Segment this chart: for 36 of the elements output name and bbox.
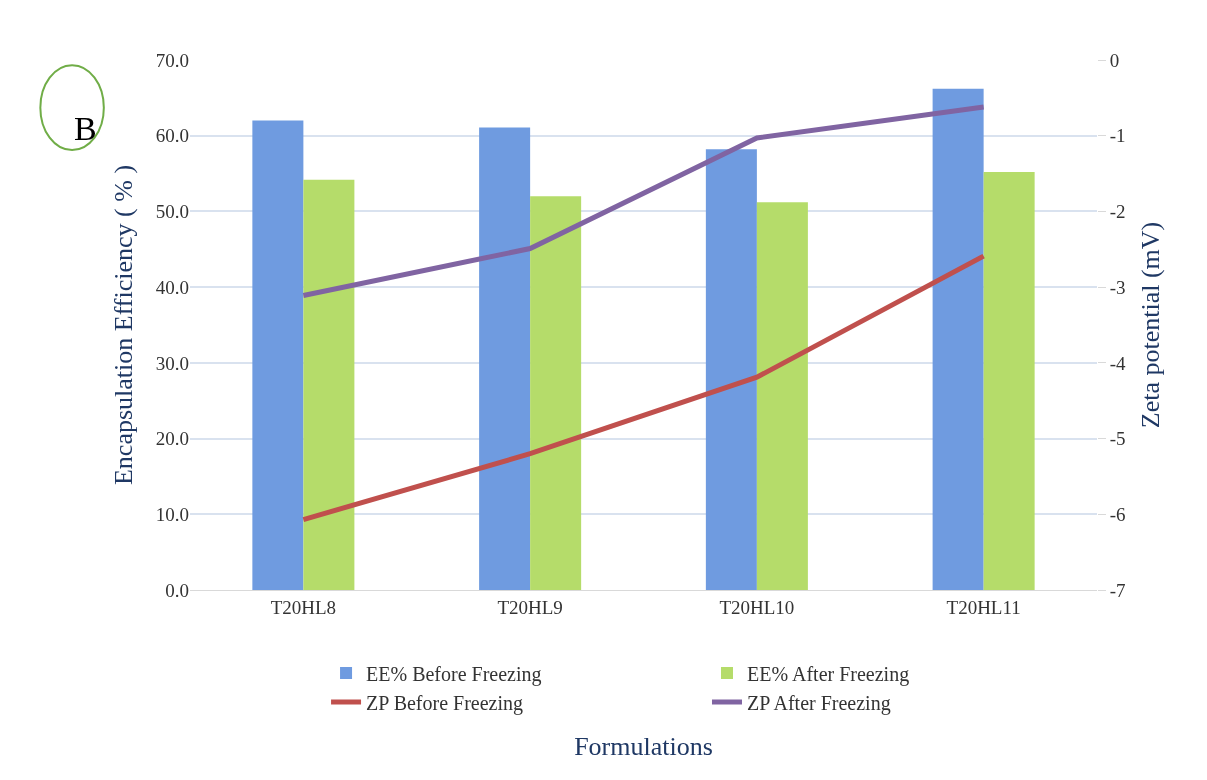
bar <box>932 88 984 590</box>
y2-tick-label: -6 <box>1109 503 1126 525</box>
bar <box>252 120 304 590</box>
y-axis-title: Encapsulation Efficiency ( % ) <box>109 164 139 486</box>
x-tick-label: T20HL8 <box>270 596 337 618</box>
legend-label: EE% Before Freezing <box>366 662 542 686</box>
y-tick-label: 30.0 <box>155 352 189 374</box>
bar <box>479 127 531 590</box>
y2-axis-title: Zeta potential (mV) <box>1135 221 1165 429</box>
y-tick-label: 60.0 <box>155 125 189 147</box>
bar <box>303 179 355 590</box>
y-tick-label: 40.0 <box>155 276 189 298</box>
y2-tick-label: -7 <box>1109 579 1126 601</box>
bar <box>705 149 757 590</box>
legend-label: ZP Before Freezing <box>366 691 524 715</box>
y2-tick-label: -3 <box>1109 276 1126 298</box>
legend-label: ZP After Freezing <box>746 691 891 715</box>
x-tick-label: T20HL10 <box>719 596 795 618</box>
y-tick-label: 0.0 <box>165 579 189 601</box>
x-tick-label: T20HL11 <box>946 596 1021 618</box>
bar <box>756 202 808 590</box>
y2-tick-label: -1 <box>1109 125 1126 147</box>
y2-tick-label: 0 <box>1109 49 1120 71</box>
legend-label: EE% After Freezing <box>746 662 910 686</box>
y-tick-label: 70.0 <box>155 49 189 71</box>
y2-tick-label: -2 <box>1109 201 1126 223</box>
y-tick-label: 20.0 <box>155 428 189 450</box>
y-tick-label: 10.0 <box>155 503 189 525</box>
y2-tick-label: -5 <box>1109 428 1126 450</box>
bar <box>983 172 1035 590</box>
text: B <box>74 110 97 147</box>
y-tick-label: 50.0 <box>155 201 189 223</box>
bar <box>530 196 582 590</box>
y2-tick-label: -4 <box>1109 352 1127 374</box>
x-tick-label: T20HL9 <box>497 596 563 618</box>
x-axis-title: Formulations <box>574 732 713 762</box>
